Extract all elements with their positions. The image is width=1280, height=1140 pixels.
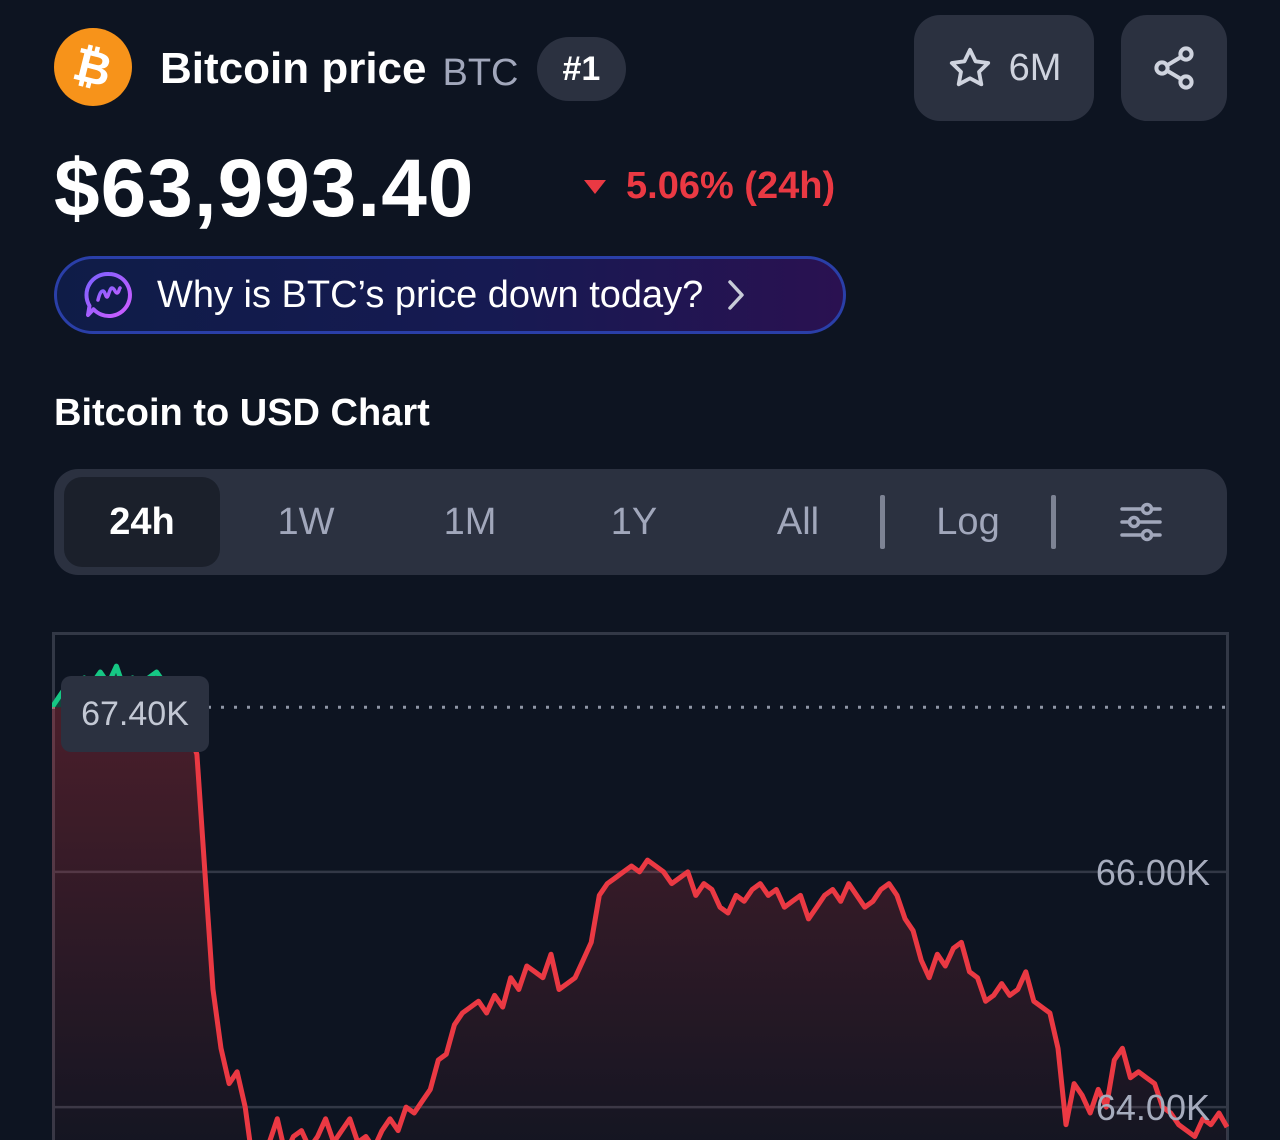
- tab-1m[interactable]: 1M: [443, 500, 497, 543]
- tab-divider: [1051, 495, 1056, 549]
- y-tick-label: 66.00K: [1096, 852, 1210, 893]
- tab-log[interactable]: Log: [936, 500, 1000, 543]
- share-icon: [1154, 46, 1194, 90]
- chevron-right-icon: [728, 280, 745, 310]
- price-change-value: 5.06% (24h): [626, 165, 836, 207]
- tab-divider: [880, 495, 885, 549]
- coin-title: Bitcoin price BTC #1: [160, 37, 627, 101]
- bitcoin-logo-glyph: ₿: [68, 36, 118, 98]
- chart-section-title: Bitcoin to USD Chart: [54, 392, 430, 434]
- chart-range-tabs: 24h 1W 1M 1Y All Log: [54, 469, 1227, 575]
- tab-24h[interactable]: 24h: [64, 477, 220, 567]
- tab-1y[interactable]: 1Y: [610, 500, 658, 543]
- y-tick-label: 64.00K: [1096, 1087, 1210, 1128]
- ai-price-explainer[interactable]: Why is BTC’s price down today?: [54, 256, 846, 334]
- rank-badge: #1: [536, 37, 627, 101]
- coin-symbol: BTC: [442, 51, 519, 94]
- sliders-icon: [1120, 502, 1162, 542]
- price-chart[interactable]: 66.00K 64.00K: [52, 632, 1229, 1140]
- start-price-label: 67.40K: [61, 676, 209, 752]
- star-icon: [949, 47, 990, 87]
- ai-assistant-icon: [84, 271, 132, 318]
- coin-name: Bitcoin price: [160, 44, 427, 93]
- price-area-below-start: [52, 707, 1227, 1140]
- chart-settings-button[interactable]: [1066, 477, 1216, 567]
- ai-question-text: Why is BTC’s price down today?: [157, 273, 704, 316]
- bitcoin-logo: ₿: [54, 28, 132, 106]
- share-button[interactable]: [1121, 15, 1227, 121]
- watchlist-count: 6M: [1008, 46, 1062, 89]
- price-line-down: [52, 707, 1229, 1140]
- watchlist-button[interactable]: 6M: [914, 15, 1094, 121]
- current-price: $63,993.40: [54, 143, 475, 234]
- tab-all[interactable]: All: [776, 500, 820, 543]
- tab-1w[interactable]: 1W: [277, 500, 335, 543]
- caret-down-icon: [584, 179, 606, 194]
- price-change: 5.06% (24h): [582, 165, 835, 208]
